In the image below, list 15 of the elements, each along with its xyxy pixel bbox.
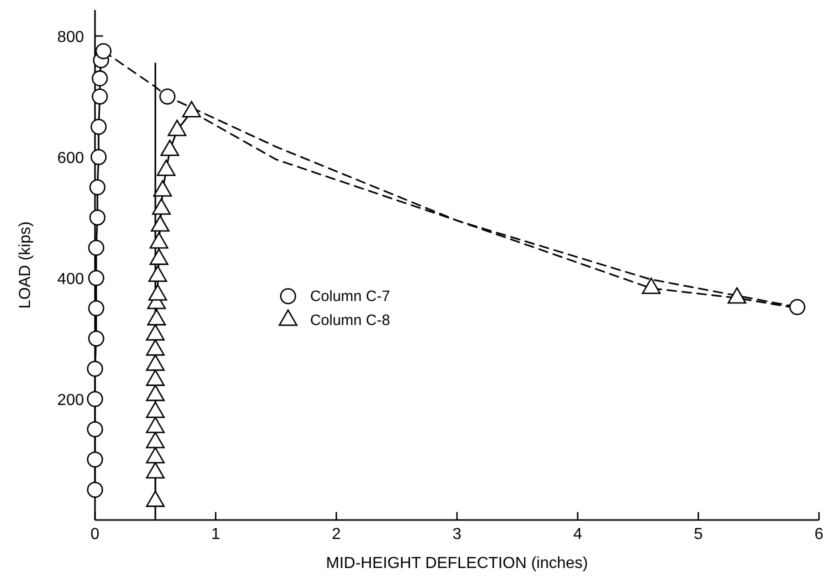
- y-axis-title: LOAD (kips): [17, 221, 34, 309]
- y-tick-label: 400: [57, 271, 84, 288]
- x-axis-title: MID-HEIGHT DEFLECTION (inches): [326, 555, 588, 572]
- x-tick-label: 2: [332, 526, 341, 543]
- legend-label: Column C-8: [310, 312, 390, 330]
- x-tick-label: 1: [211, 526, 220, 543]
- y-tick-label: 200: [57, 392, 84, 410]
- x-tick-label: 4: [573, 526, 582, 543]
- y-tick-label: 800: [57, 29, 84, 46]
- x-tick-label: 3: [452, 526, 462, 543]
- x-tick-label: 0: [90, 526, 100, 543]
- x-tick-label: 5: [694, 526, 703, 543]
- x-tick-label: 6: [814, 526, 824, 543]
- y-tick-label: 600: [57, 150, 84, 168]
- legend-label: Column C-7: [310, 288, 390, 306]
